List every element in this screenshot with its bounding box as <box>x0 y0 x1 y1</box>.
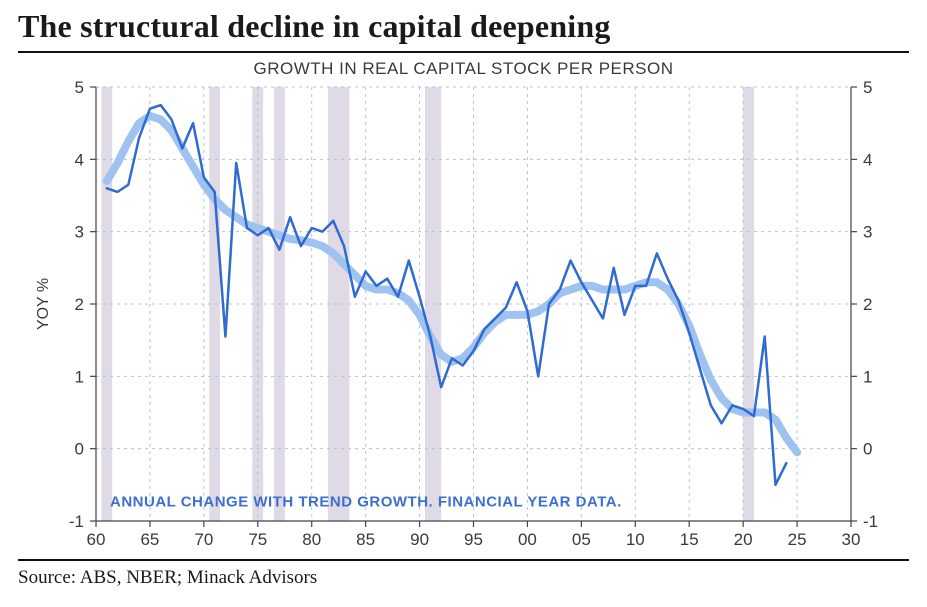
x-tick-label: 85 <box>356 530 375 549</box>
x-tick-label: 70 <box>194 530 213 549</box>
x-tick-label: 05 <box>572 530 591 549</box>
y-tick-label: 3 <box>75 223 84 242</box>
chart-svg: -1-1001122334455606570758085909500051015… <box>18 57 909 557</box>
y-tick-label: 1 <box>75 367 84 386</box>
x-tick-label: 95 <box>464 530 483 549</box>
y-tick-label: -1 <box>863 512 878 531</box>
x-tick-label: 80 <box>302 530 321 549</box>
y-tick-label: 5 <box>75 78 84 97</box>
y-tick-label: 4 <box>75 150 84 169</box>
x-tick-label: 75 <box>248 530 267 549</box>
y-tick-label: 1 <box>863 367 872 386</box>
x-tick-label: 15 <box>680 530 699 549</box>
page-title: The structural decline in capital deepen… <box>18 8 909 53</box>
source-line: Source: ABS, NBER; Minack Advisors <box>18 559 909 589</box>
x-tick-label: 60 <box>87 530 106 549</box>
chart: GROWTH IN REAL CAPITAL STOCK PER PERSON … <box>18 57 909 557</box>
x-tick-label: 10 <box>626 530 645 549</box>
y-tick-label: 0 <box>863 440 872 459</box>
x-tick-label: 25 <box>788 530 807 549</box>
x-tick-label: 30 <box>842 530 861 549</box>
y-tick-label: 3 <box>863 223 872 242</box>
x-tick-label: 90 <box>410 530 429 549</box>
x-tick-label: 00 <box>518 530 537 549</box>
y-tick-label: 2 <box>863 295 872 314</box>
chart-subtitle: GROWTH IN REAL CAPITAL STOCK PER PERSON <box>18 59 909 79</box>
x-tick-label: 20 <box>734 530 753 549</box>
y-tick-label: 4 <box>863 150 872 169</box>
y-axis-title: YOY % <box>35 278 52 330</box>
y-tick-label: 5 <box>863 78 872 97</box>
x-tick-label: 65 <box>140 530 159 549</box>
chart-note: ANNUAL CHANGE WITH TREND GROWTH. FINANCI… <box>110 494 622 511</box>
y-tick-label: -1 <box>69 512 84 531</box>
figure: The structural decline in capital deepen… <box>0 0 927 607</box>
recession-band <box>328 87 350 521</box>
y-tick-label: 0 <box>75 440 84 459</box>
y-tick-label: 2 <box>75 295 84 314</box>
